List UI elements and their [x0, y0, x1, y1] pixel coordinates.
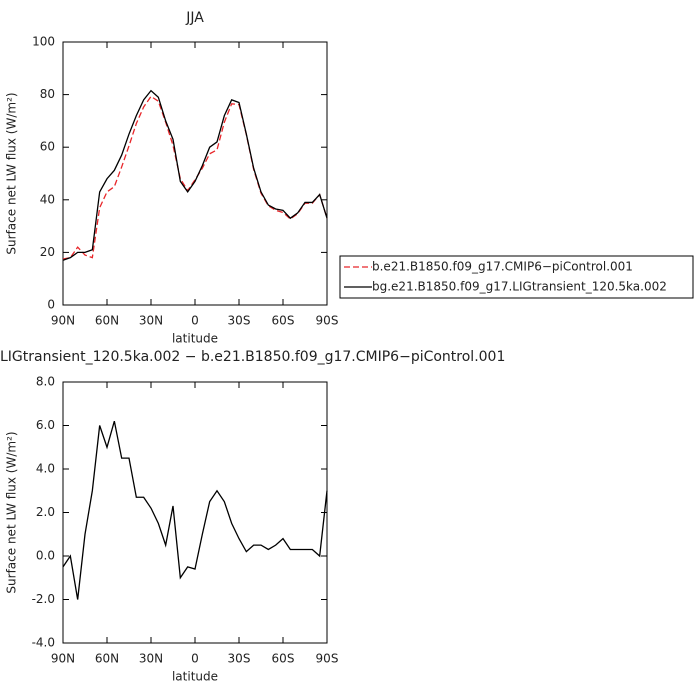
- y-tick-label: 0: [47, 298, 55, 312]
- y-tick-label: 100: [32, 35, 55, 49]
- x-tick-label: 60S: [272, 314, 295, 328]
- y-tick-label: 2.0: [36, 505, 55, 519]
- y-tick-label: 60: [40, 140, 55, 154]
- data-line: [62, 95, 328, 260]
- x-tick-label: 0: [191, 652, 199, 666]
- x-axis-label: latitude: [172, 670, 218, 684]
- x-axis-label: latitude: [172, 332, 218, 346]
- x-tick-label: 90N: [51, 314, 75, 328]
- x-tick-label: 30N: [139, 652, 163, 666]
- x-tick-label: 60N: [95, 314, 119, 328]
- y-tick-label: 6.0: [36, 418, 55, 432]
- x-tick-label: 90N: [51, 652, 75, 666]
- x-tick-label: 60N: [95, 652, 119, 666]
- plot-frame: [62, 41, 328, 306]
- y-axis-label: Surface net LW flux (W/m²): [5, 431, 19, 593]
- legend-label: b.e21.B1850.f09_g17.CMIP6−piControl.001: [372, 260, 633, 274]
- x-tick-label: 30S: [228, 314, 251, 328]
- data-line: [62, 420, 328, 600]
- y-tick-label: 20: [40, 245, 55, 259]
- data-line: [62, 89, 328, 261]
- y-axis-label: Surface net LW flux (W/m²): [5, 92, 19, 254]
- x-tick-label: 90S: [316, 652, 339, 666]
- x-tick-label: 30N: [139, 314, 163, 328]
- y-tick-label: -2.0: [32, 592, 55, 606]
- chart-title: LIGtransient_120.5ka.002 − b.e21.B1850.f…: [0, 349, 505, 365]
- y-tick-label: 8.0: [36, 375, 55, 389]
- y-tick-label: 4.0: [36, 462, 55, 476]
- legend-label: bg.e21.B1850.f09_g17.LIGtransient_120.5k…: [372, 280, 667, 294]
- y-tick-label: 0.0: [36, 549, 55, 563]
- y-tick-label: 40: [40, 192, 55, 206]
- y-tick-label: -4.0: [32, 636, 55, 650]
- x-tick-label: 90S: [316, 314, 339, 328]
- chart-title: JJA: [185, 10, 204, 26]
- x-tick-label: 60S: [272, 652, 295, 666]
- x-tick-label: 0: [191, 314, 199, 328]
- legend-box: [339, 255, 694, 299]
- y-tick-label: 80: [40, 87, 55, 101]
- plot-frame: [62, 381, 328, 644]
- x-tick-label: 30S: [228, 652, 251, 666]
